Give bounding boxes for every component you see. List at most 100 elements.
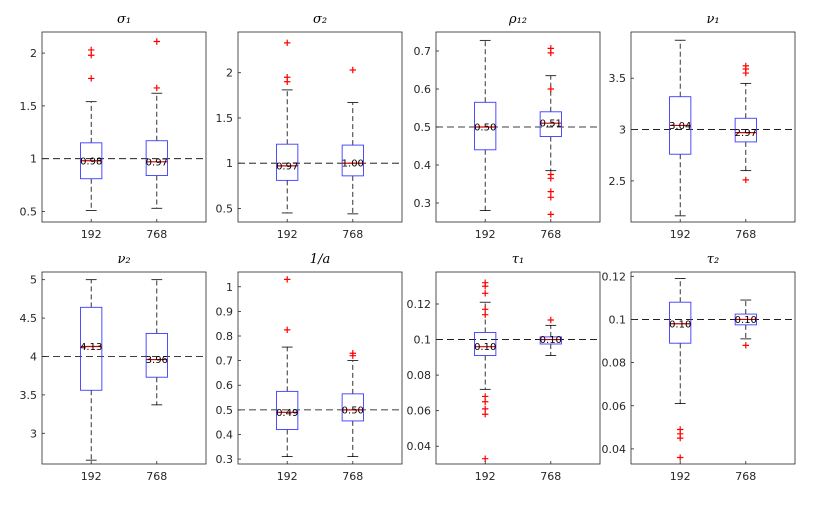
outlier-point xyxy=(482,393,489,400)
median-label: 0.10 xyxy=(735,315,757,326)
outlier-point xyxy=(547,188,554,195)
iqr-box xyxy=(539,336,562,345)
subplot-title: σ₁ xyxy=(117,12,131,27)
median-label: 0.10 xyxy=(540,335,562,346)
x-tick-label: 192 xyxy=(277,470,298,483)
outlier-point xyxy=(482,306,489,313)
box-768: 2.97 xyxy=(734,62,757,184)
x-tick-label: 768 xyxy=(540,228,561,241)
plot-frame xyxy=(41,271,207,465)
outlier-point xyxy=(547,175,554,182)
x-tick-label: 192 xyxy=(670,228,691,241)
outlier-point xyxy=(482,398,489,405)
x-tick-label: 768 xyxy=(342,228,363,241)
median-label: 0.97 xyxy=(146,157,168,168)
y-tick-label: 4 xyxy=(30,350,37,363)
median-label: 0.97 xyxy=(276,161,298,172)
box-192: 0.50 xyxy=(474,39,496,212)
x-tick-label: 768 xyxy=(146,470,167,483)
y-tick-label: 0.1 xyxy=(609,313,627,326)
iqr-box xyxy=(734,117,757,143)
x-tick-label: 768 xyxy=(540,470,561,483)
iqr-box xyxy=(669,301,692,344)
outlier-point xyxy=(153,38,160,45)
outlier-point xyxy=(153,84,160,92)
box-768: 0.10 xyxy=(539,316,562,356)
iqr-box xyxy=(539,111,562,137)
plot-frame xyxy=(630,271,796,465)
box-192: 0.10 xyxy=(474,279,496,462)
y-tick-label: 3 xyxy=(619,124,626,137)
subplot-5: ν₂ 4.13 192 3.96 768 3 3.5 4 4.5 5 xyxy=(20,252,207,483)
outlier-point xyxy=(677,454,684,461)
y-tick-label: 0.06 xyxy=(602,400,627,413)
box-192: 0.98 xyxy=(80,46,102,211)
outlier-point xyxy=(349,66,356,74)
box-768: 0.10 xyxy=(735,299,757,349)
y-tick-label: 0.12 xyxy=(407,298,432,311)
outlier-point xyxy=(482,411,489,418)
outlier-point xyxy=(482,455,489,462)
outlier-point xyxy=(349,352,356,359)
x-tick-label: 192 xyxy=(277,228,298,241)
y-tick-label: 1.5 xyxy=(216,112,234,125)
subplot-1: σ₁ 0.98 192 0.97 768 0.5 1 1.5 2 xyxy=(20,12,207,241)
box-768: 0.97 xyxy=(146,38,168,209)
y-tick-label: 1 xyxy=(226,281,233,294)
subplot-title: ν₁ xyxy=(706,12,719,27)
outlier-point xyxy=(284,39,291,47)
outlier-point xyxy=(482,283,489,290)
median-label: 0.10 xyxy=(474,342,496,353)
subplot-title: 1/a xyxy=(310,252,330,267)
plot-frame xyxy=(237,271,403,465)
outlier-point xyxy=(742,176,749,184)
y-tick-label: 0.5 xyxy=(216,404,234,417)
plot-frame xyxy=(41,31,207,223)
y-tick-label: 0.6 xyxy=(414,83,432,96)
outlier-point xyxy=(284,78,291,85)
subplot-title: τ₁ xyxy=(512,252,524,267)
median-label: 0.49 xyxy=(276,408,298,419)
subplot-title: ν₂ xyxy=(117,252,130,267)
y-tick-label: 0.12 xyxy=(602,270,627,283)
x-tick-label: 192 xyxy=(81,228,102,241)
box-192: 0.10 xyxy=(669,278,692,461)
median-label: 3.96 xyxy=(146,355,168,366)
y-tick-label: 0.3 xyxy=(414,197,432,210)
box-192: 4.13 xyxy=(80,279,103,461)
subplot-2: σ₂ 0.97 192 1.00 768 0.5 1 1.5 2 xyxy=(216,12,403,241)
iqr-box xyxy=(145,332,168,378)
y-tick-label: 3.5 xyxy=(609,72,627,85)
y-tick-label: 1 xyxy=(30,153,37,166)
subplot-4: ν₁ 3.04 192 2.97 768 2.5 3 3.5 xyxy=(609,12,796,241)
x-tick-label: 768 xyxy=(146,228,167,241)
iqr-box xyxy=(80,306,103,391)
subplot-title: σ₂ xyxy=(313,12,327,27)
y-tick-label: 0.4 xyxy=(216,428,234,441)
y-tick-label: 0.1 xyxy=(414,334,432,347)
box-192: 0.97 xyxy=(276,39,299,214)
iqr-box xyxy=(276,143,299,181)
median-label: 0.50 xyxy=(342,405,364,416)
y-tick-label: 0.6 xyxy=(216,379,234,392)
outlier-point xyxy=(482,311,489,318)
outlier-point xyxy=(547,85,554,93)
box-768: 0.51 xyxy=(539,45,562,218)
y-tick-label: 0.8 xyxy=(216,330,234,343)
y-tick-label: 2 xyxy=(226,67,233,80)
outlier-point xyxy=(547,194,554,201)
y-tick-label: 0.9 xyxy=(216,305,234,318)
outlier-point xyxy=(547,211,554,218)
plot-frame xyxy=(630,31,796,223)
median-label: 0.98 xyxy=(80,156,102,167)
y-tick-label: 2 xyxy=(30,47,37,60)
y-tick-label: 4.5 xyxy=(20,312,38,325)
median-label: 0.10 xyxy=(669,319,691,330)
plot-frame xyxy=(237,31,403,223)
y-tick-label: 3.5 xyxy=(20,389,38,402)
x-tick-label: 192 xyxy=(81,470,102,483)
box-768: 3.96 xyxy=(145,279,168,406)
outlier-point xyxy=(284,276,291,283)
box-768: 0.50 xyxy=(342,350,364,458)
